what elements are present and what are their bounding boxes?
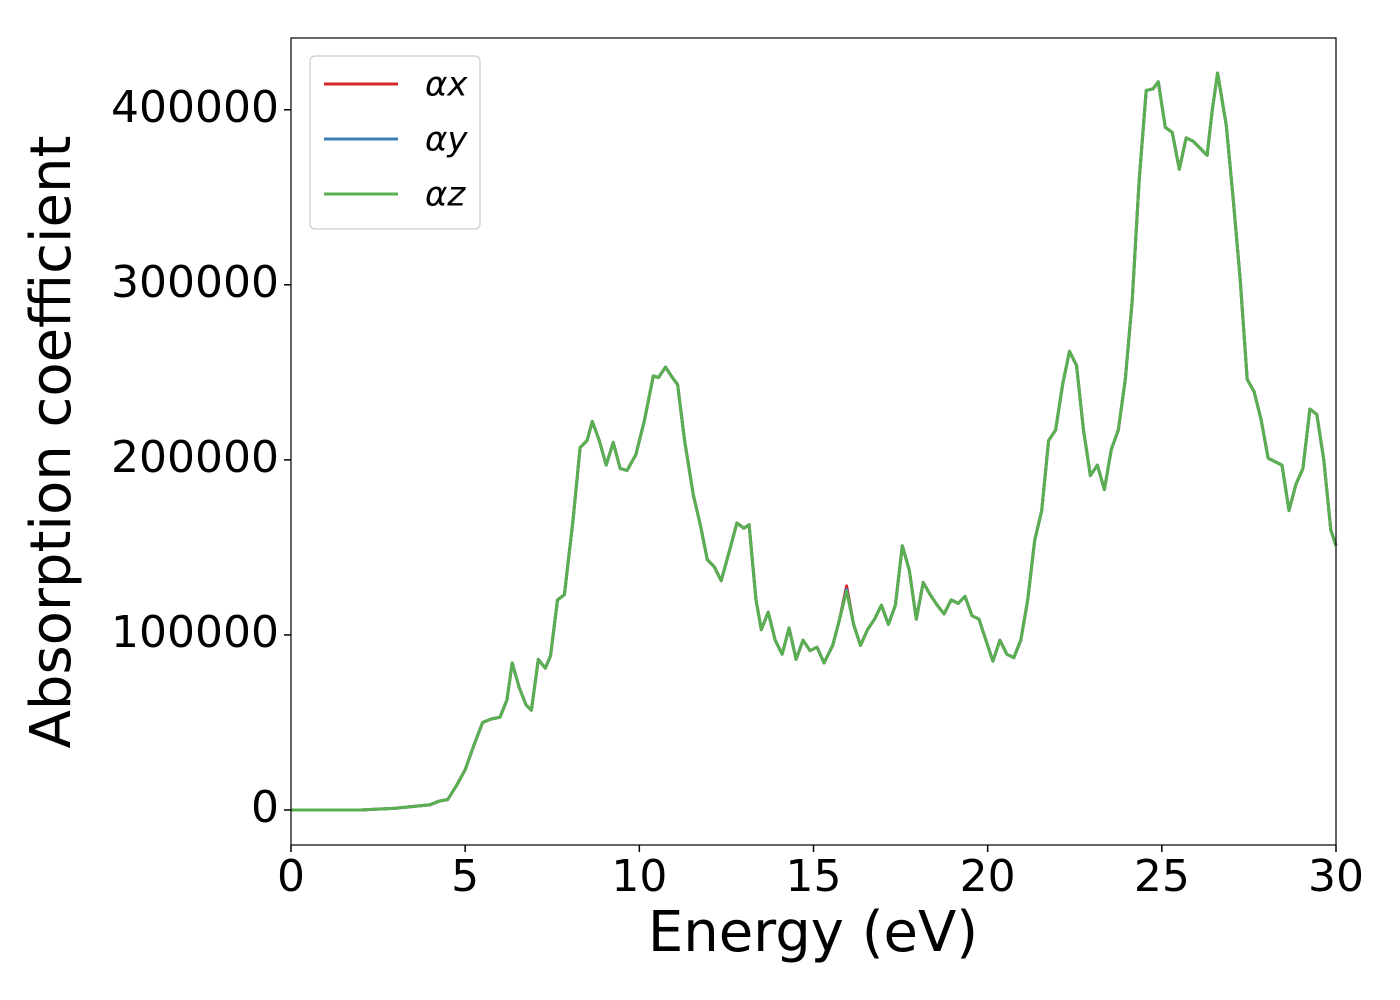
plot-frame — [290, 37, 1337, 846]
y-tick-label: 0 — [251, 782, 279, 833]
x-tick-label: 15 — [786, 851, 842, 902]
x-tick-label: 30 — [1308, 851, 1364, 902]
x-tick-label: 25 — [1134, 851, 1190, 902]
x-axis-label: Energy (eV) — [648, 900, 978, 965]
data-line — [291, 71, 1338, 812]
y-tick-label: 200000 — [111, 432, 279, 483]
y-tick-label: 100000 — [111, 607, 279, 658]
legend-label: αy — [425, 120, 468, 160]
x-tick-label: 10 — [611, 851, 667, 902]
x-tick-label: 0 — [277, 851, 305, 902]
legend-label: αz — [425, 175, 466, 215]
y-tick-label: 400000 — [111, 82, 279, 133]
x-tick-label: 5 — [451, 851, 479, 902]
x-tick-label: 20 — [960, 851, 1016, 902]
legend-label: αx — [425, 65, 468, 105]
y-axis-label: Absorption coefficient — [19, 136, 84, 749]
y-tick-label: 300000 — [111, 257, 279, 308]
legend-box — [309, 55, 481, 230]
